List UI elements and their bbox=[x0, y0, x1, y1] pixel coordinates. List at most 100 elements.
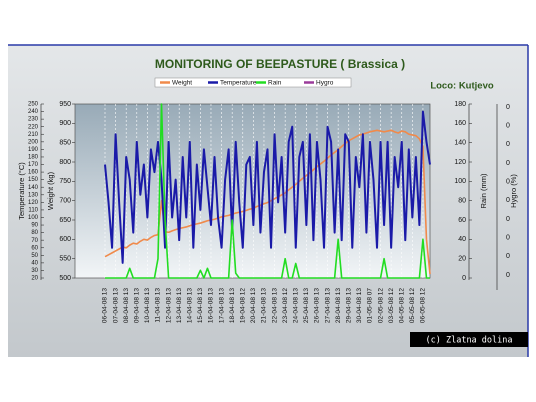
legend-label: Rain bbox=[268, 80, 282, 87]
rain-tick-label: 120 bbox=[454, 159, 466, 166]
x-tick-label: 25-04-08 13 bbox=[303, 288, 310, 323]
temperature-tick-label: 50 bbox=[31, 253, 38, 259]
temperature-tick-label: 250 bbox=[28, 102, 39, 108]
temperature-tick-label: 130 bbox=[28, 192, 39, 198]
x-tick-label: 16-04-08 13 bbox=[208, 288, 215, 323]
x-tick-label: 06-05-08 12 bbox=[420, 288, 427, 323]
temperature-tick-label: 20 bbox=[31, 276, 38, 282]
x-tick-label: 18-04-08 13 bbox=[229, 288, 236, 323]
temperature-tick-label: 170 bbox=[28, 162, 39, 168]
x-tick-label: 13-04-08 13 bbox=[176, 288, 183, 323]
x-tick-label: 06-04-08 13 bbox=[102, 288, 109, 323]
weight-tick-label: 500 bbox=[59, 275, 71, 282]
x-tick-label: 22-04-08 13 bbox=[271, 288, 278, 323]
x-tick-label: 15-04-08 13 bbox=[197, 288, 204, 323]
hygro-axis-title: Hygro (%) bbox=[509, 174, 518, 208]
x-tick-label: 21-04-08 13 bbox=[261, 288, 268, 323]
series-line bbox=[105, 103, 430, 279]
chart-title: MONITORING OF BEEPASTURE ( Brassica ) bbox=[155, 57, 405, 71]
x-tick-label: 14-04-08 13 bbox=[187, 288, 194, 323]
temperature-tick-label: 40 bbox=[31, 260, 38, 266]
legend-box bbox=[154, 77, 352, 88]
temperature-tick-label: 80 bbox=[31, 230, 38, 236]
temperature-tick-label: 190 bbox=[28, 147, 39, 153]
x-tick-label: 01-05-08 07 bbox=[367, 288, 374, 323]
rain-tick-label: 0 bbox=[462, 275, 466, 282]
x-tick-label: 09-04-08 13 bbox=[134, 288, 141, 323]
x-tick-label: 08-04-08 13 bbox=[123, 288, 130, 323]
temperature-tick-label: 160 bbox=[28, 170, 39, 176]
hygro-tick-label: 0 bbox=[506, 179, 510, 186]
weight-tick-label: 650 bbox=[59, 217, 71, 224]
chart-layer: 9509008508007507006506005505002502402302… bbox=[28, 80, 510, 323]
x-tick-label: 03-05-08 12 bbox=[388, 288, 395, 323]
x-tick-label: 04-05-08 12 bbox=[398, 288, 405, 323]
temperature-axis-title: Temperature (°C) bbox=[17, 162, 26, 220]
x-tick-label: 17-04-08 13 bbox=[218, 288, 225, 323]
legend-label: Weight bbox=[172, 80, 192, 87]
x-tick-label: 19-04-08 12 bbox=[239, 288, 246, 323]
temperature-tick-label: 60 bbox=[31, 245, 38, 251]
credit: (c) Zlatna dolina bbox=[426, 336, 513, 346]
hygro-tick-label: 0 bbox=[506, 104, 510, 111]
x-tick-label: 05-05-08 12 bbox=[409, 288, 416, 323]
weight-tick-label: 550 bbox=[59, 256, 71, 263]
x-tick-label: 11-04-08 13 bbox=[155, 288, 162, 323]
x-tick-label: 23-04-08 12 bbox=[282, 288, 289, 323]
hygro-tick-label: 0 bbox=[506, 272, 510, 279]
rain-axis-title: Rain (mm) bbox=[479, 173, 488, 209]
temperature-tick-label: 30 bbox=[31, 268, 38, 274]
temperature-tick-label: 70 bbox=[31, 238, 38, 244]
rain-tick-label: 100 bbox=[454, 178, 466, 185]
hygro-tick-label: 0 bbox=[506, 123, 510, 130]
series-line bbox=[104, 110, 431, 264]
rain-tick-label: 80 bbox=[458, 198, 466, 205]
rain-tick-label: 160 bbox=[454, 120, 466, 127]
legend-label: Temperature bbox=[220, 80, 257, 87]
weight-tick-label: 950 bbox=[59, 101, 71, 108]
temperature-tick-label: 180 bbox=[28, 155, 39, 161]
weight-tick-label: 900 bbox=[59, 120, 71, 127]
temperature-tick-label: 140 bbox=[28, 185, 39, 191]
rain-tick-label: 140 bbox=[454, 140, 466, 147]
rain-tick-label: 60 bbox=[458, 217, 466, 224]
x-tick-label: 24-04-08 13 bbox=[292, 288, 299, 323]
hygro-tick-label: 0 bbox=[506, 216, 510, 223]
temperature-tick-label: 230 bbox=[28, 117, 39, 123]
rain-tick-label: 180 bbox=[454, 101, 466, 108]
temperature-tick-label: 90 bbox=[31, 223, 38, 229]
rain-tick-label: 20 bbox=[458, 256, 466, 263]
x-tick-label: 27-04-08 13 bbox=[324, 288, 331, 323]
hygro-tick-label: 0 bbox=[506, 253, 510, 260]
temperature-tick-label: 240 bbox=[28, 109, 39, 115]
weight-tick-label: 800 bbox=[59, 159, 71, 166]
legend-label: Hygro bbox=[316, 80, 334, 87]
temperature-tick-label: 120 bbox=[28, 200, 39, 206]
hygro-tick-label: 0 bbox=[506, 160, 510, 167]
x-tick-label: 10-04-08 13 bbox=[144, 288, 151, 323]
weight-tick-label: 850 bbox=[59, 140, 71, 147]
weight-axis-title: Weight (kg) bbox=[46, 171, 55, 210]
credit-box bbox=[410, 332, 528, 347]
x-tick-label: 29-04-08 13 bbox=[345, 288, 352, 323]
hygro-tick-label: 0 bbox=[506, 197, 510, 204]
temperature-tick-label: 110 bbox=[28, 207, 38, 213]
x-tick-label: 12-04-08 13 bbox=[165, 288, 172, 323]
weight-tick-label: 750 bbox=[59, 178, 71, 185]
location: Loco: Kutjevo bbox=[430, 81, 494, 92]
x-tick-label: 30-04-08 13 bbox=[356, 288, 363, 323]
rain-tick-label: 40 bbox=[458, 236, 466, 243]
weight-tick-label: 600 bbox=[59, 236, 71, 243]
temperature-tick-label: 100 bbox=[28, 215, 39, 221]
x-tick-label: 28-04-08 13 bbox=[335, 288, 342, 323]
x-tick-label: 07-04-08 13 bbox=[112, 288, 119, 323]
weight-tick-label: 700 bbox=[59, 198, 71, 205]
x-tick-label: 26-04-08 13 bbox=[314, 288, 321, 323]
temperature-tick-label: 210 bbox=[28, 132, 39, 138]
x-tick-label: 20-04-08 13 bbox=[250, 288, 257, 323]
x-tick-label: 02-05-08 12 bbox=[377, 288, 384, 323]
hygro-tick-label: 0 bbox=[506, 235, 510, 242]
temperature-tick-label: 200 bbox=[28, 139, 39, 145]
hygro-tick-label: 0 bbox=[506, 141, 510, 148]
